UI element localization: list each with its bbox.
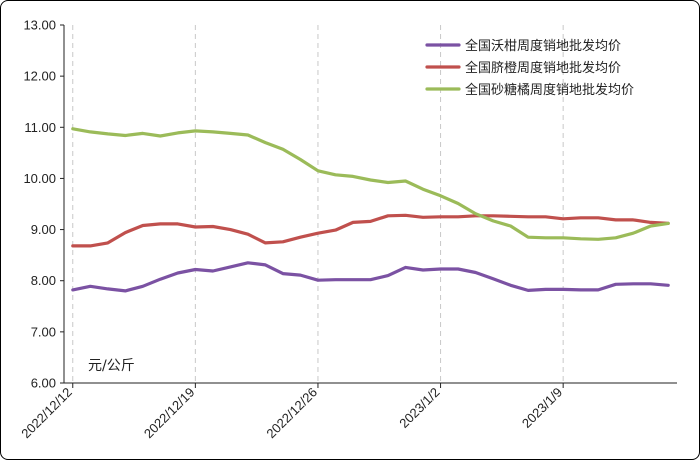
x-tick-label: 2023/1/2 bbox=[396, 385, 442, 431]
unit-label: 元/公斤 bbox=[88, 358, 135, 374]
legend-label: 全国沃柑周度销地批发均价 bbox=[465, 38, 621, 54]
y-tick-label: 7.00 bbox=[31, 324, 56, 339]
x-tick-label: 2023/1/9 bbox=[519, 385, 565, 431]
series-line-2 bbox=[71, 127, 670, 241]
x-tick-label: 2022/12/19 bbox=[141, 385, 198, 442]
y-axis-ticks: 6.00 7.00 8.00 9.00 10.00 11.00 12.00 13.00 bbox=[23, 18, 64, 391]
y-tick-label: 11.00 bbox=[24, 120, 56, 135]
y-tick-label: 6.00 bbox=[31, 376, 56, 391]
legend-label: 全国脐橙周度销地批发均价 bbox=[465, 60, 621, 76]
grid bbox=[72, 25, 564, 383]
series-lines bbox=[71, 127, 670, 293]
x-tick-label: 2022/12/12 bbox=[18, 385, 75, 442]
y-tick-label: 12.00 bbox=[23, 69, 56, 84]
x-tick-label: 2022/12/26 bbox=[263, 385, 320, 442]
y-tick-label: 10.00 bbox=[23, 171, 56, 186]
x-axis-ticks: 2022/12/12 2022/12/19 2022/12/26 2023/1/2 20… bbox=[18, 383, 565, 441]
series-line-0 bbox=[71, 261, 670, 293]
legend-label: 全国砂糖橘周度销地批发均价 bbox=[465, 82, 634, 98]
y-tick-label: 8.00 bbox=[31, 273, 56, 288]
y-tick-label: 13.00 bbox=[23, 18, 56, 33]
y-tick-label: 9.00 bbox=[31, 222, 56, 237]
series-line-1 bbox=[71, 213, 670, 248]
